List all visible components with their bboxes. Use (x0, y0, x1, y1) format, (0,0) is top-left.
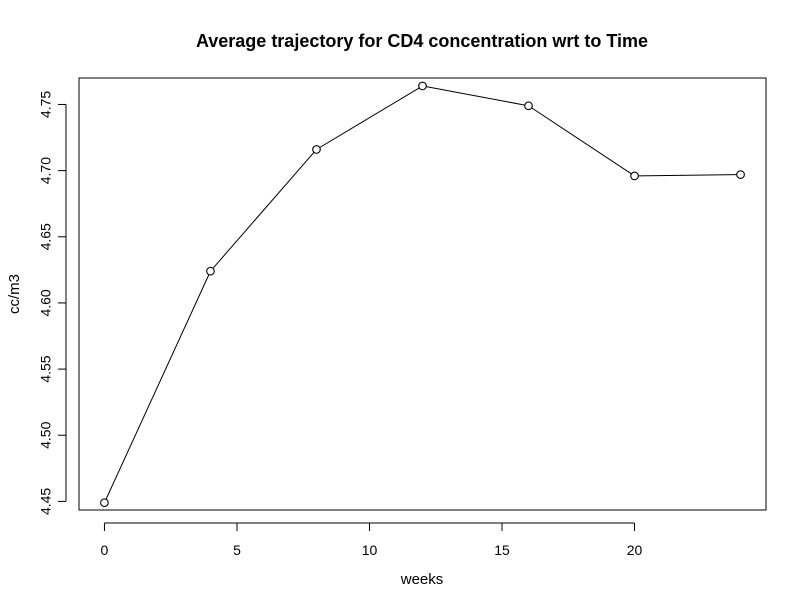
data-point (206, 266, 215, 276)
series-line-group (105, 86, 737, 500)
data-point (418, 81, 427, 91)
data-point (630, 171, 639, 181)
y-tick-label: 4.75 (38, 91, 54, 118)
series-segment (531, 107, 632, 175)
y-tick-label: 4.45 (38, 488, 54, 515)
y-tick-label: 4.70 (38, 157, 54, 184)
data-point (524, 101, 533, 111)
y-axis: 4.45 4.50 4.55 4.60 4.65 4.70 4.75 (38, 91, 67, 515)
x-tick-label: 20 (627, 542, 643, 558)
y-tick-label: 4.65 (38, 223, 54, 250)
x-axis-label: weeks (400, 571, 444, 588)
series-segment (212, 151, 315, 269)
series-segment (426, 86, 525, 106)
data-point (312, 145, 321, 154)
plot-frame (78, 77, 767, 511)
x-tick-label: 10 (362, 542, 378, 558)
x-axis: 0 5 10 15 20 (101, 522, 643, 558)
chart-title: Average trajectory for CD4 concentration… (196, 31, 648, 51)
data-point (736, 170, 745, 179)
y-axis-label: cc/m3 (6, 274, 23, 314)
x-tick-label: 0 (101, 542, 109, 558)
series-segment (105, 274, 210, 500)
y-tick-label: 4.50 (38, 421, 54, 448)
series-segment (319, 87, 420, 148)
x-tick-label: 15 (494, 542, 510, 558)
x-tick-label: 5 (233, 542, 241, 558)
data-point (100, 498, 109, 508)
series-segment (638, 174, 737, 177)
y-tick-label: 4.60 (38, 289, 54, 316)
y-tick-label: 4.55 (38, 355, 54, 382)
series-points-group (100, 81, 745, 508)
